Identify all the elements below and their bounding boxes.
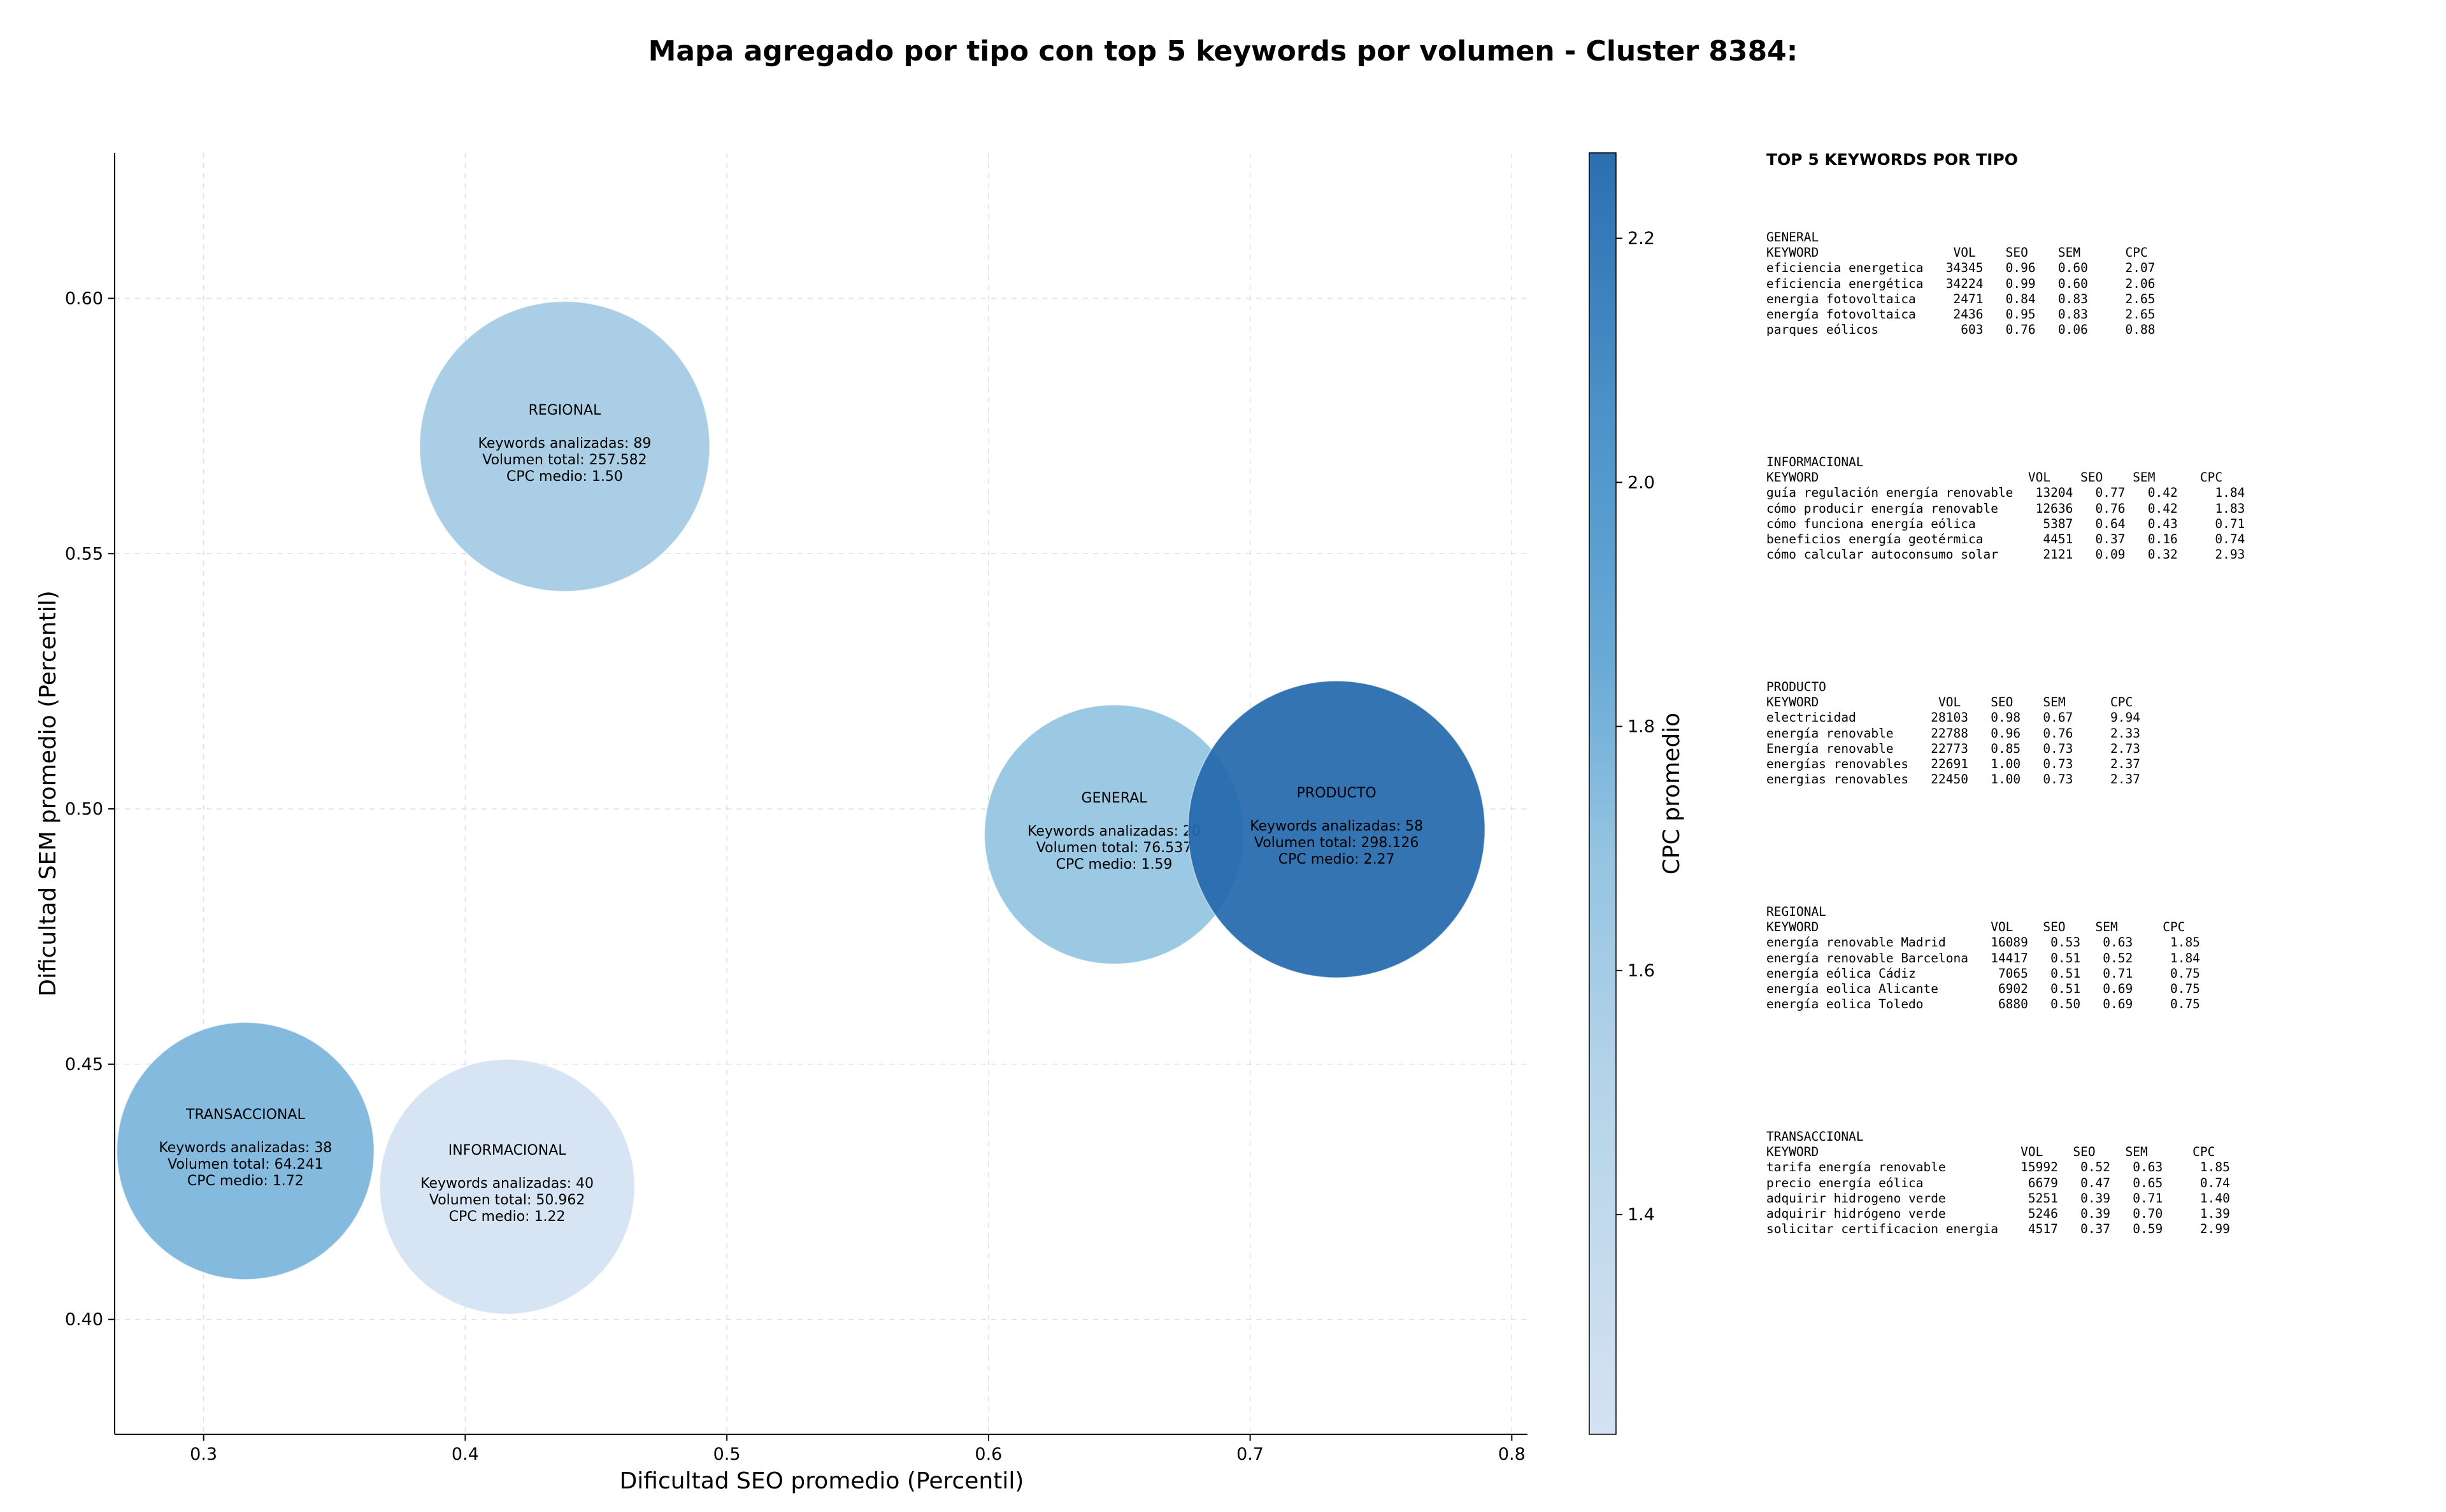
x-tick-label: 0.6 bbox=[975, 1444, 1002, 1464]
keywords-block-general: GENERAL KEYWORD VOL SEO SEM CPC eficienc… bbox=[1766, 230, 2156, 338]
y-tick-label: 0.45 bbox=[65, 1055, 103, 1074]
x-tick-label: 0.4 bbox=[452, 1444, 479, 1464]
y-tick-label: 0.60 bbox=[65, 289, 103, 308]
bubble-label-volume: Volumen total: 257.582 bbox=[482, 452, 647, 468]
colorbar: 1.4 1.6 1.8 2.0 2.2 CPC promedio bbox=[1589, 152, 1685, 1435]
x-tick-label: 0.7 bbox=[1236, 1444, 1264, 1464]
y-tick-label: 0.40 bbox=[65, 1310, 103, 1330]
y-tick-label: 0.50 bbox=[65, 799, 103, 819]
bubble-label-cpc: CPC medio: 1.50 bbox=[506, 469, 623, 485]
bubble-label-keywords: Keywords analizadas: 40 bbox=[420, 1176, 594, 1192]
colorbar-tick-label: 1.8 bbox=[1627, 717, 1655, 737]
bubble-label-name: PRODUCTO bbox=[1297, 785, 1377, 801]
bubble-producto bbox=[1187, 680, 1485, 978]
chart-title: Mapa agregado por tipo con top 5 keyword… bbox=[648, 35, 1798, 68]
colorbar-tick-label: 2.0 bbox=[1627, 473, 1655, 492]
keywords-block-regional: REGIONAL KEYWORD VOL SEO SEM CPC energía… bbox=[1766, 904, 2200, 1012]
bubble-label-cpc: CPC medio: 2.27 bbox=[1278, 852, 1395, 867]
y-ticks: 0.40 0.45 0.50 0.55 0.60 bbox=[65, 289, 115, 1330]
bubble-label-keywords: Keywords analizadas: 38 bbox=[159, 1140, 332, 1156]
bubble-label-volume: Volumen total: 50.962 bbox=[429, 1192, 585, 1208]
grid bbox=[115, 153, 1527, 1434]
bubble-label-cpc: CPC medio: 1.22 bbox=[449, 1209, 566, 1225]
bubble-label-name: REGIONAL bbox=[529, 403, 602, 418]
bubble-label-volume: Volumen total: 64.241 bbox=[168, 1157, 323, 1173]
colorbar-gradient bbox=[1589, 152, 1617, 1435]
bubble-group-informacional: INFORMACIONAL Keywords analizadas: 40Volu… bbox=[379, 1059, 635, 1315]
y-axis-label: Dificultad SEM promedio (Percentil) bbox=[35, 590, 61, 997]
x-axis-label: Dificultad SEO promedio (Percentil) bbox=[620, 1468, 1024, 1494]
bubble-label-cpc: CPC medio: 1.72 bbox=[187, 1173, 304, 1189]
bubble-label-name: TRANSACCIONAL bbox=[185, 1107, 305, 1123]
bubble-label-volume: Volumen total: 76.537 bbox=[1036, 840, 1192, 856]
x-tick-label: 0.3 bbox=[190, 1444, 217, 1464]
keywords-panel-heading: TOP 5 KEYWORDS POR TIPO bbox=[1766, 150, 2018, 169]
colorbar-label: CPC promedio bbox=[1659, 713, 1685, 874]
x-tick-label: 0.8 bbox=[1498, 1444, 1526, 1464]
colorbar-tick-label: 1.4 bbox=[1627, 1205, 1655, 1225]
keywords-block-producto: PRODUCTO KEYWORD VOL SEO SEM CPC electri… bbox=[1766, 680, 2140, 787]
bubble-label-name: GENERAL bbox=[1082, 790, 1148, 806]
colorbar-tick-label: 2.2 bbox=[1627, 229, 1655, 248]
bubble-label-keywords: Keywords analizadas: 58 bbox=[1250, 818, 1423, 834]
bubble-transaccional bbox=[116, 1022, 375, 1280]
bubble-informacional bbox=[379, 1059, 635, 1315]
x-tick-label: 0.5 bbox=[713, 1444, 741, 1464]
bubble-label-name: INFORMACIONAL bbox=[448, 1143, 567, 1159]
y-tick-label: 0.55 bbox=[65, 544, 103, 564]
bubble-label-keywords: Keywords analizadas: 20 bbox=[1027, 824, 1201, 839]
colorbar-ticks: 1.4 1.6 1.8 2.0 2.2 bbox=[1616, 229, 1655, 1225]
bubble-group-transaccional: TRANSACCIONAL Keywords analizadas: 38Volu… bbox=[116, 1022, 375, 1280]
keywords-block-informacional: INFORMACIONAL KEYWORD VOL SEO SEM CPC gu… bbox=[1766, 455, 2245, 562]
bubble-label-volume: Volumen total: 298.126 bbox=[1254, 835, 1419, 851]
keywords-panel: TOP 5 KEYWORDS POR TIPO GENERAL KEYWORD … bbox=[1766, 150, 2429, 1236]
colorbar-tick-label: 1.6 bbox=[1627, 961, 1655, 981]
bubble-label-cpc: CPC medio: 1.59 bbox=[1056, 857, 1173, 873]
x-ticks: 0.3 0.4 0.5 0.6 0.7 0.8 bbox=[190, 1434, 1526, 1464]
axes bbox=[114, 153, 1527, 1435]
bubble-regional bbox=[419, 301, 710, 592]
keywords-block-transaccional: TRANSACCIONAL KEYWORD VOL SEO SEM CPC ta… bbox=[1766, 1129, 2230, 1237]
bubble-label-keywords: Keywords analizadas: 89 bbox=[478, 436, 652, 452]
